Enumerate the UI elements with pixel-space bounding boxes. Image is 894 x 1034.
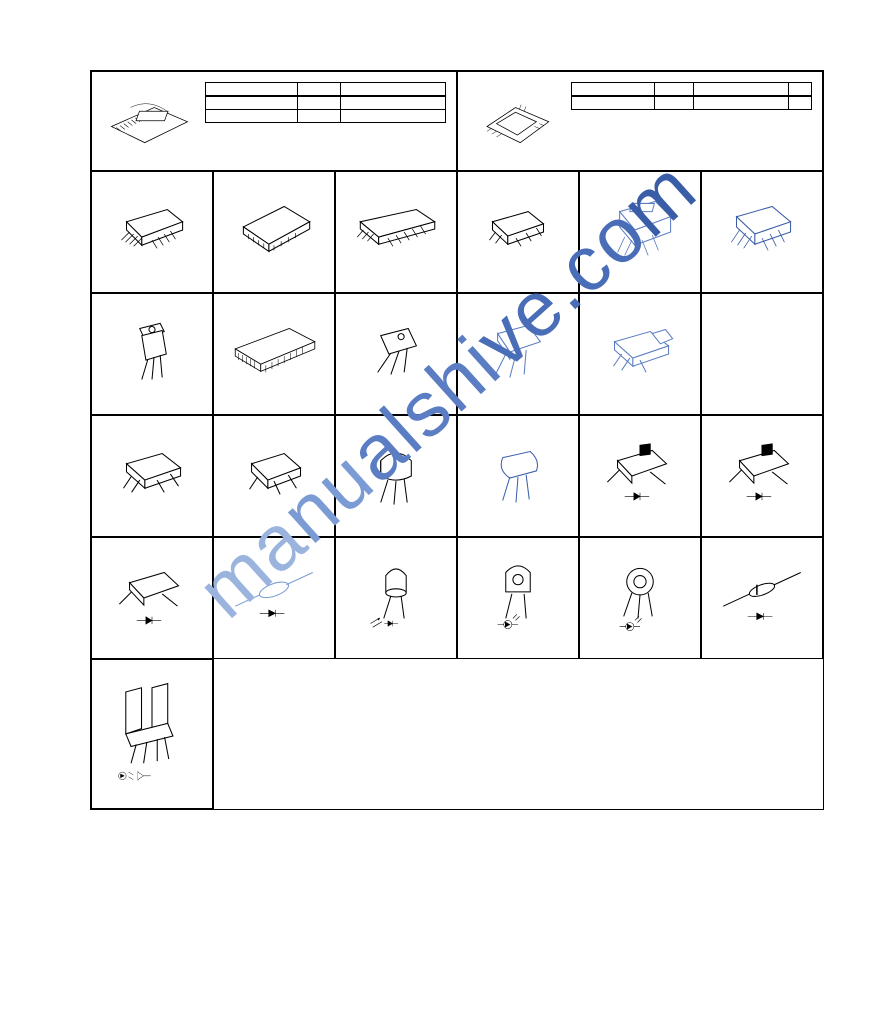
sot223-icon bbox=[586, 303, 694, 405]
to92-alt-icon bbox=[464, 425, 572, 527]
cell-optointerrupter bbox=[91, 659, 213, 809]
cell-diode-glass bbox=[701, 537, 823, 659]
cell-to92-alt bbox=[457, 415, 579, 537]
diode-smd-m2-icon bbox=[708, 425, 816, 527]
cell-ssop bbox=[91, 171, 213, 293]
diode-glass-icon bbox=[708, 547, 816, 649]
to251-icon bbox=[464, 303, 572, 405]
led-bi-icon bbox=[342, 547, 450, 649]
sot5-icon bbox=[464, 181, 572, 283]
sot143-icon bbox=[98, 425, 206, 527]
cell-led-ir bbox=[457, 537, 579, 659]
cell-sop-wide bbox=[335, 171, 457, 293]
to220-icon bbox=[98, 303, 206, 405]
header-left-mini-table bbox=[205, 82, 446, 123]
led-ir-icon bbox=[464, 547, 572, 649]
component-table bbox=[90, 70, 824, 810]
header-cell-left bbox=[91, 71, 457, 171]
cell-diode-smd-m bbox=[579, 415, 701, 537]
cell-empty-r2c5 bbox=[701, 293, 823, 415]
ic-chip-qfp-icon bbox=[468, 82, 563, 152]
row5-empty-region bbox=[213, 659, 823, 809]
cell-to126 bbox=[335, 293, 457, 415]
ssop-icon bbox=[98, 181, 206, 283]
to92-icon bbox=[342, 425, 450, 527]
cell-to220 bbox=[91, 293, 213, 415]
sop-wide-icon bbox=[342, 181, 450, 283]
cell-dpak bbox=[579, 171, 701, 293]
diode-smd-icon bbox=[98, 547, 206, 649]
header-right-mini-table bbox=[571, 82, 812, 109]
dip-shrink-icon bbox=[220, 303, 328, 405]
sot-mt-icon bbox=[708, 181, 816, 283]
cell-to251 bbox=[457, 293, 579, 415]
cell-sot143 bbox=[91, 415, 213, 537]
dpak-icon bbox=[586, 181, 694, 283]
header-cell-right bbox=[457, 71, 823, 171]
cell-soj bbox=[213, 171, 335, 293]
cell-dip-shrink bbox=[213, 293, 335, 415]
cell-diode-smd bbox=[91, 537, 213, 659]
diode-smd-m-icon bbox=[586, 425, 694, 527]
ic-chip-top-icon bbox=[102, 82, 197, 152]
page-container: manualshive.com bbox=[0, 0, 894, 810]
cell-sot89 bbox=[213, 415, 335, 537]
sot89-icon bbox=[220, 425, 328, 527]
cell-sot-mt bbox=[701, 171, 823, 293]
diode-axial-icon bbox=[220, 547, 328, 649]
cell-sot5 bbox=[457, 171, 579, 293]
cell-led-3pin bbox=[579, 537, 701, 659]
cell-to92 bbox=[335, 415, 457, 537]
soj-icon bbox=[220, 181, 328, 283]
to126-icon bbox=[342, 303, 450, 405]
cell-sot223 bbox=[579, 293, 701, 415]
optointerrupter-icon bbox=[98, 671, 206, 797]
led-3pin-icon bbox=[586, 547, 694, 649]
cell-led-bi bbox=[335, 537, 457, 659]
cell-diode-axial bbox=[213, 537, 335, 659]
cell-diode-smd-m2 bbox=[701, 415, 823, 537]
